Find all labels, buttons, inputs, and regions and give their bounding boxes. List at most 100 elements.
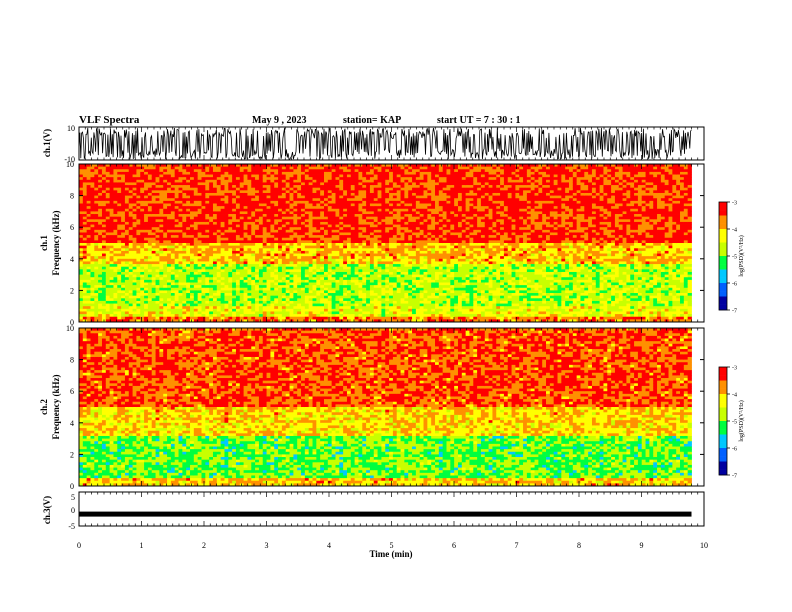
time-tick-label: 0 <box>77 541 81 550</box>
colorbar-segment <box>719 294 727 297</box>
colorbar-segment <box>719 370 727 373</box>
colorbar-segment <box>719 381 727 384</box>
colorbar-segment <box>719 234 727 237</box>
ch2-spectrogram-image <box>79 328 692 486</box>
colorbar-label: log(PSD)(V²/Hz) <box>738 400 745 441</box>
colorbar-tick-label: -4 <box>732 393 737 399</box>
colorbar-segment <box>719 286 727 289</box>
freq-tick-label: 2 <box>70 286 74 295</box>
time-tick-label: 9 <box>640 541 644 550</box>
ch1-waveform-line <box>79 128 692 159</box>
colorbar-segment <box>719 470 727 473</box>
colorbar-segment <box>719 218 727 221</box>
colorbar-segment <box>719 424 727 427</box>
colorbar-segment <box>719 278 727 281</box>
colorbar-segment <box>719 459 727 462</box>
ch2-spectrogram-ylabel-frequency: Frequency (kHz) <box>51 374 61 439</box>
colorbar-segment <box>719 299 727 302</box>
colorbar-segment <box>719 383 727 386</box>
colorbar-segment <box>719 405 727 408</box>
colorbar-segment <box>719 297 727 300</box>
freq-tick-label: 8 <box>70 356 74 365</box>
colorbar-segment <box>719 210 727 213</box>
ch3-waveform-frame <box>79 492 704 526</box>
colorbar-segment <box>719 253 727 256</box>
colorbar-segment <box>719 467 727 470</box>
colorbar-segment <box>719 221 727 224</box>
start-time-label: start UT = 7 : 30 : 1 <box>437 115 521 126</box>
time-tick-label: 2 <box>202 541 206 550</box>
ch2-spectrogram-ylabel-channel: ch.2 <box>39 399 49 415</box>
time-tick-label: 6 <box>452 541 456 550</box>
colorbar-segment <box>719 410 727 413</box>
colorbar-segment <box>719 372 727 375</box>
colorbar-segment <box>719 245 727 248</box>
ch3-waveform-line <box>79 512 692 517</box>
freq-tick-label: 4 <box>70 419 74 428</box>
ch3-ytick-top: 5 <box>71 493 75 502</box>
colorbar-segment <box>719 243 727 246</box>
colorbar-segment <box>719 240 727 243</box>
colorbar-segment <box>719 386 727 389</box>
time-tick-label: 8 <box>577 541 581 550</box>
colorbar-tick-label: -5 <box>732 420 737 426</box>
colorbar-tick-label: -7 <box>732 309 737 315</box>
colorbar-tick-label: -3 <box>732 366 737 372</box>
time-tick-label: 10 <box>700 541 708 550</box>
ch3-ytick-bottom: -5 <box>68 522 75 531</box>
colorbar-segment <box>719 280 727 283</box>
ch1-spectrogram-ylabel-frequency: Frequency (kHz) <box>51 210 61 275</box>
colorbar-segment <box>719 270 727 273</box>
colorbar-segment <box>719 251 727 254</box>
colorbar-segment <box>719 216 727 219</box>
freq-tick-label: 6 <box>70 387 74 396</box>
time-tick-label: 3 <box>265 541 269 550</box>
colorbar-segment <box>719 397 727 400</box>
colorbar-tick-label: -3 <box>732 201 737 207</box>
station-label: station= KAP <box>343 115 401 126</box>
colorbar-segment <box>719 432 727 435</box>
colorbar-segment <box>719 291 727 294</box>
colorbar-segment <box>719 283 727 286</box>
colorbar-segment <box>719 429 727 432</box>
colorbar-segment <box>719 391 727 394</box>
colorbar-label: log(PSD)(V²/Hz) <box>738 235 745 276</box>
ch3-waveform-trace <box>79 512 692 517</box>
colorbar-segment <box>719 426 727 429</box>
colorbar-tick-label: -7 <box>732 474 737 480</box>
colorbar-segment <box>719 261 727 264</box>
colorbar-segment <box>719 464 727 467</box>
ch3-ytick-middle: 0 <box>71 506 75 515</box>
colorbar-segment <box>719 259 727 262</box>
colorbar-tick-label: -4 <box>732 228 737 234</box>
colorbar-segment <box>719 402 727 405</box>
colorbar-segment <box>719 413 727 416</box>
ch1-spectrogram-image <box>79 164 692 322</box>
colorbar-segment <box>719 302 727 305</box>
colorbar-segment <box>719 202 727 205</box>
freq-tick-label: 4 <box>70 255 74 264</box>
ch1-waveform-ylabel: ch.1(V) <box>42 129 52 157</box>
colorbar-segment <box>719 443 727 446</box>
time-axis-label: Time (min) <box>369 549 412 559</box>
freq-tick-label: 2 <box>70 450 74 459</box>
colorbar-segment <box>719 408 727 411</box>
colorbar-segment <box>719 378 727 381</box>
colorbar-segment <box>719 288 727 291</box>
time-tick-label: 1 <box>140 541 144 550</box>
colorbar-segment <box>719 232 727 235</box>
freq-tick-label: 0 <box>70 482 74 491</box>
freq-tick-label: 10 <box>66 160 74 169</box>
colorbar-segment <box>719 416 727 419</box>
colorbar-segment <box>719 448 727 451</box>
colorbar-segment <box>719 213 727 216</box>
ch1-spectrogram-ylabel-channel: ch.1 <box>39 235 49 251</box>
colorbar-segment <box>719 229 727 232</box>
colorbar-segment <box>719 451 727 454</box>
colorbar-segment <box>719 207 727 210</box>
time-tick-label: 4 <box>327 541 331 550</box>
date-label: May 9 , 2023 <box>252 115 306 126</box>
colorbar-segment <box>719 456 727 459</box>
